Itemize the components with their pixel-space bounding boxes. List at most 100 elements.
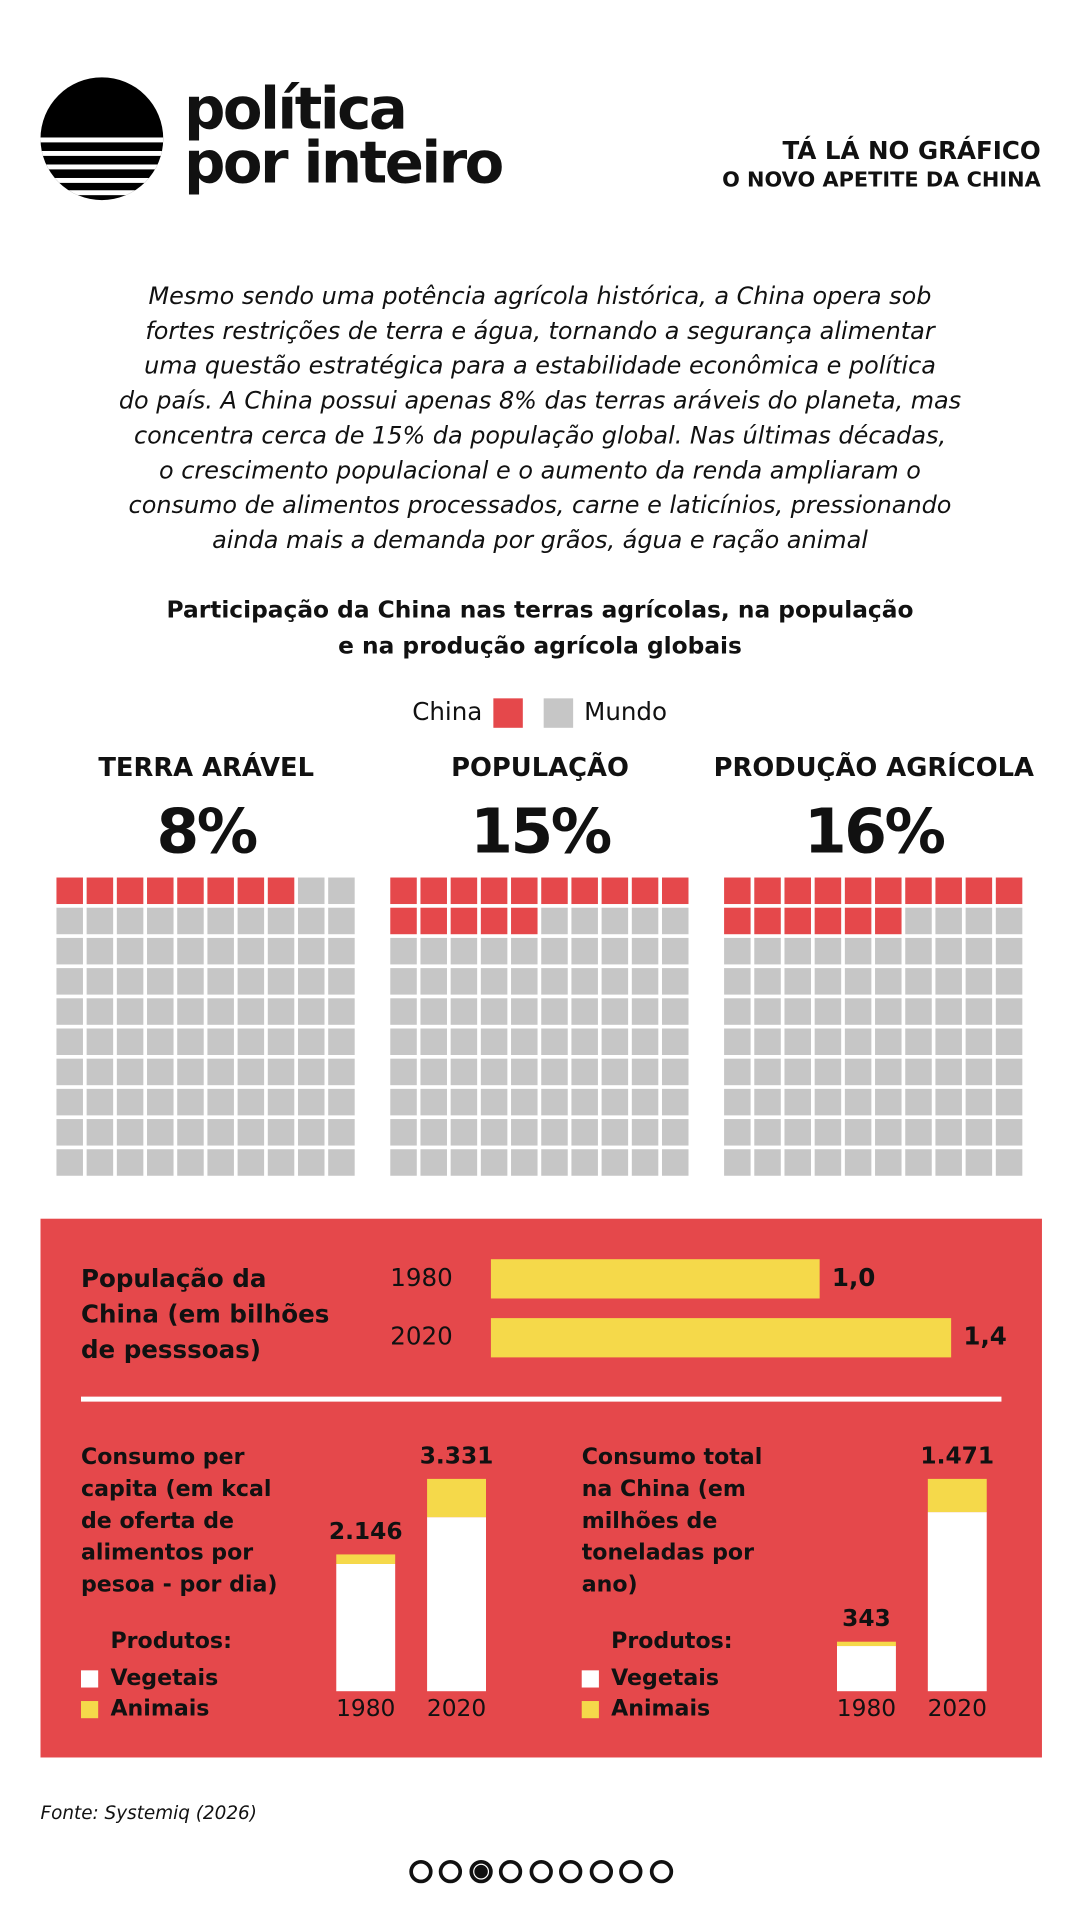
cell (784, 968, 811, 995)
bar-segment (927, 1478, 987, 1513)
cell (875, 877, 902, 905)
cell (511, 968, 538, 995)
cell (207, 937, 234, 965)
cell (297, 1119, 325, 1146)
cell (935, 1058, 962, 1086)
cell (511, 937, 538, 965)
cell (965, 1119, 993, 1146)
cell (905, 877, 932, 905)
cell (724, 877, 751, 905)
cell (541, 1119, 568, 1146)
chart-title: Participação da China nas terras agrícol… (167, 597, 914, 624)
cell (875, 1028, 902, 1055)
cell (875, 937, 902, 965)
cell (965, 907, 993, 935)
cell (420, 1058, 447, 1086)
cell (631, 937, 659, 965)
cell (784, 937, 811, 965)
cell (814, 968, 842, 995)
bar-segment (427, 1478, 486, 1518)
cell (571, 1149, 598, 1176)
cell (450, 998, 478, 1025)
cell (328, 907, 355, 935)
cell (784, 1058, 811, 1086)
bar-segment (837, 1646, 896, 1692)
cell (541, 877, 568, 905)
cell (875, 1149, 902, 1176)
cell (724, 1149, 751, 1176)
intro-line: Mesmo sendo uma potência agrícola histór… (149, 282, 932, 310)
cell (147, 1149, 174, 1176)
cell (601, 1149, 629, 1176)
cell (86, 1058, 114, 1086)
category-label: 1980 (390, 1263, 452, 1292)
cell (784, 1028, 811, 1055)
cell (56, 998, 83, 1025)
value-label: 1,4 (963, 1322, 1006, 1351)
cell (844, 1088, 872, 1116)
cell (724, 998, 751, 1025)
chart-title: Consumo per (81, 1444, 245, 1470)
bar-segment (427, 1517, 486, 1692)
legend-swatch (81, 1670, 99, 1688)
cell (267, 968, 295, 995)
cell (237, 1058, 265, 1086)
cell (390, 1149, 417, 1176)
cell (420, 1119, 447, 1146)
cell (116, 1149, 144, 1176)
cell (328, 1119, 355, 1146)
cell (56, 1088, 83, 1116)
chart-title: de oferta de (81, 1508, 234, 1534)
cell (724, 968, 751, 995)
china-cells (390, 877, 689, 935)
cell (297, 1028, 325, 1055)
cell (724, 907, 751, 935)
cell (480, 1088, 508, 1116)
cell (935, 1028, 962, 1055)
legend-swatch (81, 1701, 99, 1719)
chart-title: pesoa - por dia) (81, 1572, 277, 1598)
cell (965, 1088, 993, 1116)
cell (207, 907, 234, 935)
cell (390, 907, 417, 935)
cell (207, 1119, 234, 1146)
cell (390, 1119, 417, 1146)
cell (661, 998, 689, 1025)
cell (420, 877, 447, 905)
cell (420, 907, 447, 935)
cell (965, 937, 993, 965)
legend-label: Mundo (584, 697, 667, 726)
cell (905, 1028, 932, 1055)
cell (784, 1119, 811, 1146)
cell (511, 998, 538, 1025)
cell (541, 1028, 568, 1055)
cell (965, 1058, 993, 1086)
cell (905, 1058, 932, 1086)
cell (450, 907, 478, 935)
cell (177, 1028, 204, 1055)
cell (56, 968, 83, 995)
category-label: 2020 (427, 1695, 486, 1722)
legend-label: Animais (611, 1696, 710, 1722)
cell (844, 968, 872, 995)
cell (601, 907, 629, 935)
cell (814, 1028, 842, 1055)
cell (814, 937, 842, 965)
cell (814, 1058, 842, 1086)
cell (420, 968, 447, 995)
china-cells (56, 877, 295, 905)
bar (490, 1259, 820, 1299)
cell (631, 1119, 659, 1146)
cell (177, 1119, 204, 1146)
cell (754, 1119, 781, 1146)
world-cells (724, 907, 1023, 1176)
legend-swatch (493, 698, 523, 728)
cell (390, 998, 417, 1025)
logo (40, 77, 164, 201)
cell (207, 1028, 234, 1055)
cell (875, 1088, 902, 1116)
intro-line: do país. A China possui apenas 8% das te… (119, 387, 961, 415)
cell (116, 1119, 144, 1146)
world-cells (56, 877, 355, 1176)
cell (571, 1088, 598, 1116)
